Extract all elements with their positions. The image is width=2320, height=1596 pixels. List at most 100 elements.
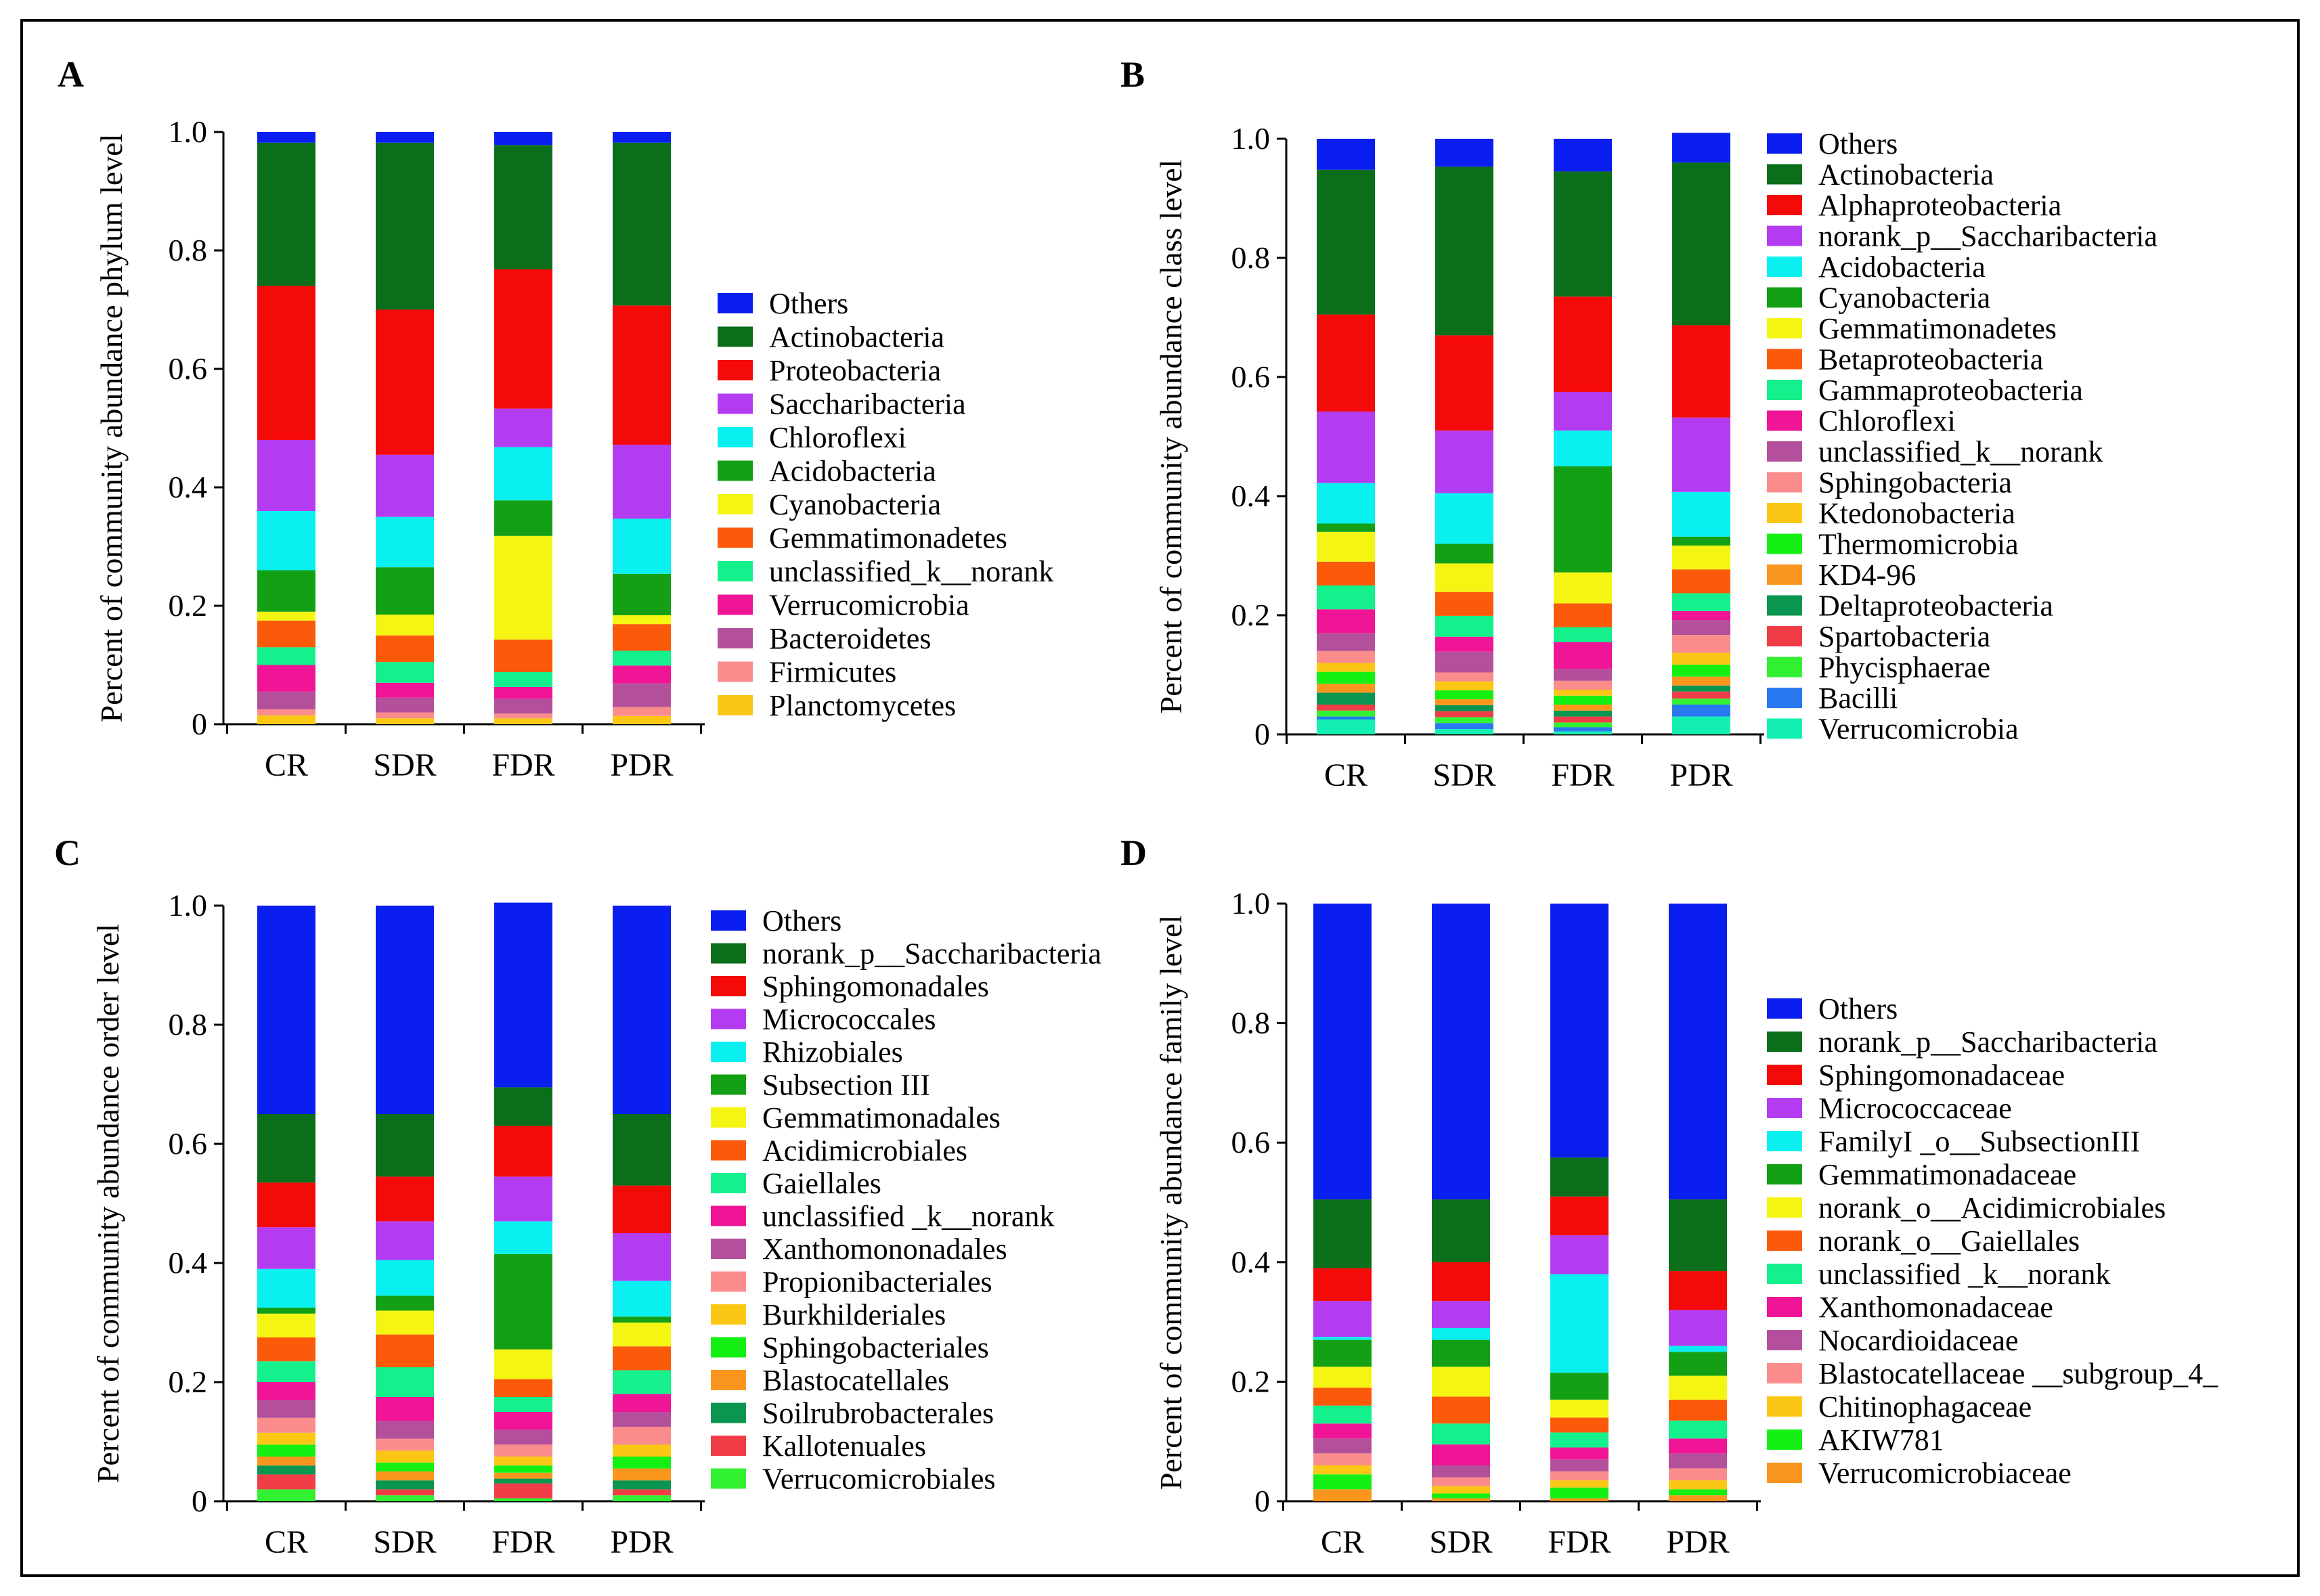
y-tick-label: 0.2 [1231, 598, 1271, 632]
bar-segment [494, 1126, 552, 1177]
x-category-label: PDR [610, 747, 673, 783]
legend-label: Chitinophagaceae [1818, 1390, 2032, 1423]
legend-swatch [718, 360, 753, 380]
legend-label: Nocardioidaceae [1818, 1324, 2019, 1357]
y-axis-label: Percent of community abundance phylum le… [94, 134, 129, 723]
bar-segment [1672, 325, 1730, 418]
bar-segment [1317, 663, 1375, 672]
y-tick-label: 0.2 [169, 1365, 208, 1399]
y-tick-label: 0 [1254, 1484, 1270, 1518]
bar-segment [1554, 642, 1612, 669]
y-tick-label: 0.4 [169, 470, 208, 504]
bar-segment [613, 518, 671, 574]
bar-segment [613, 1281, 671, 1317]
bar-segment [1432, 1477, 1490, 1486]
legend-swatch [711, 1370, 746, 1390]
legend-label: KD4-96 [1818, 558, 1916, 592]
bar-segment [613, 1495, 671, 1501]
legend-label: Ktedonobacteria [1818, 497, 2015, 530]
legend-label: Deltaproteobacteria [1818, 590, 2053, 623]
bar-segment [613, 445, 671, 519]
y-axis-label: Percent of community abundance order lev… [91, 924, 125, 1483]
bar-segment [1317, 412, 1375, 483]
bar-segment [1317, 483, 1375, 524]
bar-segment [1550, 1432, 1608, 1448]
legend-label: norank_o__Acidimicrobiales [1818, 1191, 2166, 1224]
legend-swatch [1767, 564, 1802, 585]
bar-segment [257, 691, 315, 710]
x-category-label: CR [1321, 1524, 1364, 1560]
legend-label: Saccharibacteria [769, 388, 966, 421]
legend-label: Planctomycetes [769, 689, 956, 722]
bar-segment [1669, 1453, 1727, 1469]
bar-segment [613, 305, 671, 445]
legend-swatch [711, 1008, 746, 1029]
bar-segment [1550, 1480, 1608, 1488]
legend-label: Cyanobacteria [1818, 282, 1990, 315]
bar-segment [494, 1254, 552, 1350]
legend-swatch [1767, 1396, 1802, 1417]
bar-segment [1672, 569, 1730, 594]
bar-segment [494, 269, 552, 409]
bar-segment [257, 1457, 315, 1466]
legend-swatch [1767, 533, 1802, 554]
legend-label: Proteobacteria [769, 354, 941, 387]
legend-label: Cyanobacteria [769, 488, 941, 521]
bar-segment [376, 1367, 434, 1397]
legend-label: Acidobacteria [769, 455, 936, 488]
legend-swatch [1767, 472, 1802, 493]
bar-segment [1317, 169, 1375, 315]
legend-swatch [711, 1205, 746, 1226]
bar-segment [1313, 1423, 1372, 1439]
bar-segment [1435, 651, 1493, 673]
bar-segment [257, 1474, 315, 1490]
bar-segment [1554, 139, 1612, 172]
bar-segment [376, 1489, 434, 1496]
bar-segment [257, 1313, 315, 1337]
bar-segment [1672, 162, 1730, 326]
legend-swatch [1767, 1330, 1802, 1350]
legend-swatch [1767, 1131, 1802, 1151]
bar-segment [376, 1114, 434, 1177]
bar-segment [1550, 1235, 1608, 1274]
legend-label: Sphingobacteria [1818, 466, 2012, 500]
bar-segment [257, 1382, 315, 1400]
bar-segment [1317, 719, 1375, 734]
bar-segment [1554, 722, 1612, 728]
bar-segment [1672, 685, 1730, 692]
bar-segment [1672, 665, 1730, 677]
y-tick-label: 0.4 [1231, 1245, 1271, 1279]
legend-swatch [1767, 688, 1802, 708]
legend-swatch [711, 1337, 746, 1358]
bar-segment [376, 1176, 434, 1222]
bar-segment [494, 1379, 552, 1397]
chart-panel-c: C Percent of community abundance order le… [54, 833, 1101, 1560]
legend-label: Others [1818, 992, 1898, 1025]
bar-segment [1313, 1388, 1372, 1406]
x-category-label: SDR [373, 747, 436, 783]
legend-label: AKIW781 [1818, 1423, 1944, 1457]
legend-swatch [1767, 657, 1802, 678]
bar-segment [613, 573, 671, 615]
bar-segment [1672, 716, 1730, 734]
bar-segment [494, 1429, 552, 1445]
x-category-label: PDR [1666, 1524, 1729, 1560]
x-category-label: FDR [1548, 1524, 1611, 1560]
bar-segment [1672, 691, 1730, 699]
bar-segment [494, 1087, 552, 1126]
legend-swatch [1767, 133, 1802, 154]
bar-segment [376, 309, 434, 455]
bar-segment [1435, 672, 1493, 682]
legend-swatch [711, 1402, 746, 1423]
bar-segment [1317, 692, 1375, 705]
legend-label: Micrococcales [762, 1003, 936, 1036]
bar-segment [1435, 430, 1493, 493]
bar-segment [376, 712, 434, 719]
bar-segment [376, 1221, 434, 1260]
bar-segment [1317, 710, 1375, 717]
legend-label: unclassified _k__norank [1818, 1258, 2110, 1291]
bar-segment [1313, 904, 1372, 1200]
bar-segment [1432, 1423, 1490, 1445]
legend-label: Gemmatimonadetes [769, 522, 1007, 555]
bar-segment [257, 286, 315, 440]
